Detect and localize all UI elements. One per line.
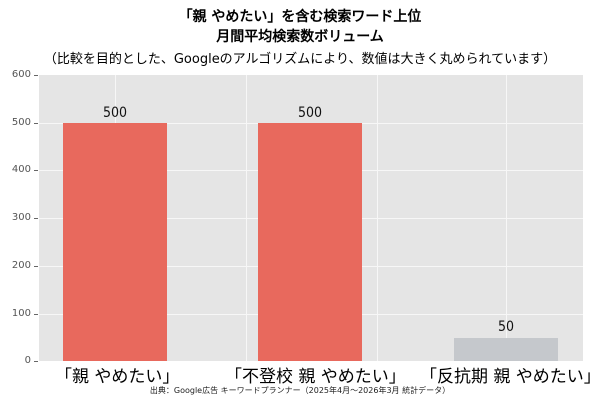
bar-oya-yametai bbox=[63, 123, 167, 361]
y-tick-mark bbox=[34, 314, 38, 315]
bar-hankouki-oya-yametai bbox=[454, 338, 558, 361]
data-label: 500 bbox=[297, 105, 323, 121]
y-tick-label: 300 bbox=[11, 212, 31, 223]
y-tick-mark bbox=[34, 266, 38, 267]
y-tick-label: 500 bbox=[11, 117, 31, 128]
data-label: 500 bbox=[102, 105, 128, 121]
y-tick-label: 0 bbox=[24, 355, 31, 366]
y-tick-label: 400 bbox=[11, 164, 31, 175]
x-tick-label: 「不登校 親 やめたい」 bbox=[225, 367, 406, 387]
y-tick-mark bbox=[34, 123, 38, 124]
y-tick-label: 600 bbox=[11, 69, 31, 80]
chart-title-line2: 月間平均検索数ボリューム bbox=[216, 29, 384, 45]
y-tick-label: 100 bbox=[11, 308, 31, 319]
x-tick-label: 「反抗期 親 やめたい」 bbox=[420, 367, 600, 387]
y-tick-mark bbox=[34, 170, 38, 171]
grid-line bbox=[377, 75, 378, 361]
chart-title: 「親 やめたい」を含む検索ワード上位 bbox=[178, 9, 422, 25]
plot-area: 500 500 50 bbox=[39, 75, 583, 361]
bar-futoko-oya-yametai bbox=[258, 123, 362, 361]
grid-line bbox=[506, 75, 507, 361]
x-tick-label: 「親 やめたい」 bbox=[55, 367, 180, 387]
y-tick-mark bbox=[34, 361, 38, 362]
y-tick-mark bbox=[34, 218, 38, 219]
source-note: 出典：Google広告 キーワードプランナー（2025年4月〜2026年3月 統… bbox=[149, 386, 451, 395]
y-tick-mark bbox=[34, 75, 38, 76]
chart-subtitle: （比較を目的とした、Googleのアルゴリズムにより、数値は大きく丸められていま… bbox=[43, 52, 557, 67]
data-label: 50 bbox=[497, 319, 515, 335]
grid-line bbox=[246, 75, 247, 361]
y-tick-label: 200 bbox=[11, 260, 31, 271]
